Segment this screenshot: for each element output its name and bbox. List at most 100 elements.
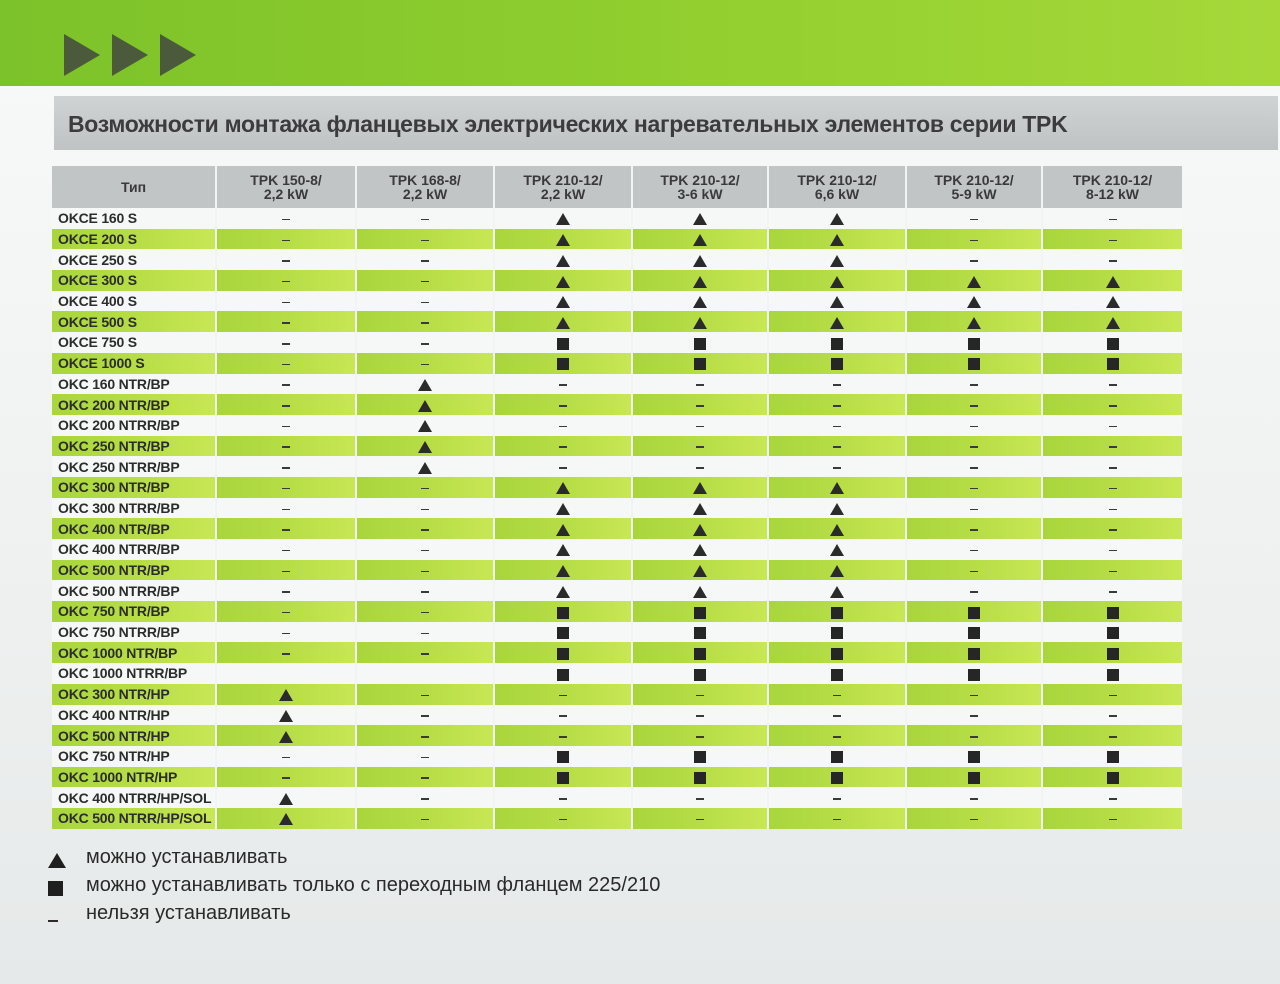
compatibility-cell <box>905 745 1042 767</box>
compatibility-cell <box>215 621 356 643</box>
compatibility-cell <box>355 601 494 622</box>
compatibility-cell <box>493 249 632 271</box>
dash-icon <box>970 425 978 428</box>
compatibility-cell <box>215 663 356 684</box>
triangle-icon <box>556 234 570 247</box>
compatibility-cell <box>631 580 768 602</box>
compatibility-cell <box>767 642 906 664</box>
dash-icon <box>970 549 978 552</box>
compatibility-cell <box>493 208 632 229</box>
dash-icon <box>1108 405 1117 407</box>
compatibility-cell <box>1041 311 1182 333</box>
table-row: OKC 400 NTRR/BP <box>52 539 1182 560</box>
triangle-icon <box>279 730 293 743</box>
triangle-icon <box>693 213 707 226</box>
compatibility-cell <box>905 394 1042 415</box>
compatibility-cell <box>767 663 906 684</box>
dash-icon <box>1108 591 1117 593</box>
dash-icon <box>421 322 429 324</box>
dash-icon <box>282 343 290 345</box>
triangle-icon <box>1105 296 1120 309</box>
row-type-name: OKCE 250 S <box>52 249 216 271</box>
compatibility-cell <box>1041 787 1182 808</box>
compatibility-cell <box>355 352 494 374</box>
dash-icon <box>559 715 567 717</box>
dash-icon <box>421 591 429 593</box>
square-icon <box>831 647 843 660</box>
table-row: OKC 250 NTRR/BP <box>52 456 1182 477</box>
square-icon <box>694 647 706 660</box>
compatibility-cell <box>355 456 494 477</box>
row-type-name: OKC 200 NTRR/BP <box>52 414 216 436</box>
square-icon <box>831 751 843 764</box>
square-icon <box>557 627 569 640</box>
compatibility-cell <box>493 683 632 705</box>
compatibility-cell <box>215 414 356 436</box>
column-header-line2: 2,2 kW <box>540 186 586 202</box>
row-type-name: OKC 250 NTRR/BP <box>52 456 216 477</box>
dash-icon <box>833 715 841 717</box>
compatibility-cell <box>215 270 356 291</box>
compatibility-cell <box>355 373 494 395</box>
compatibility-cell <box>493 332 632 353</box>
dash-icon <box>282 405 290 407</box>
row-type-name: OKC 750 NTRR/BP <box>52 621 216 643</box>
triangle-icon <box>830 316 844 329</box>
dash-icon <box>696 446 704 448</box>
square-icon <box>968 337 980 350</box>
compatibility-cell <box>767 476 906 498</box>
legend-triangle-icon <box>48 853 66 869</box>
dash-icon <box>282 632 290 635</box>
triangle-icon <box>279 689 293 702</box>
compatibility-cell <box>355 683 494 705</box>
compatibility-cell <box>355 580 494 602</box>
dash-icon <box>282 653 290 655</box>
dash-icon <box>696 818 704 821</box>
compatibility-cell <box>493 725 632 746</box>
column-header-line1: TPK 210-12/ <box>1072 172 1153 188</box>
column-header: TPK 210-12/8-12 kW <box>1041 166 1182 208</box>
column-header-line2: 8-12 kW <box>1086 186 1139 202</box>
dash-icon <box>559 694 567 697</box>
compatibility-cell <box>355 497 494 519</box>
table-row: OKC 300 NTR/HP <box>52 683 1182 705</box>
legend-symbol <box>48 852 66 870</box>
compatibility-cell <box>215 725 356 746</box>
dash-icon <box>421 694 429 697</box>
dash-icon <box>282 301 290 304</box>
compatibility-cell <box>1041 373 1182 395</box>
square-icon <box>557 358 569 371</box>
compatibility-cell <box>767 621 906 643</box>
triangle-icon <box>830 275 844 288</box>
dash-icon <box>1108 570 1117 573</box>
triple-arrow-icon <box>64 34 196 76</box>
table-row: OKC 1000 NTRR/BP <box>52 663 1182 684</box>
column-header: TPK 210-12/2,2 kW <box>493 166 632 208</box>
table-row: OKC 160 NTR/BP <box>52 373 1182 395</box>
compatibility-cell <box>1041 228 1182 250</box>
triangle-icon <box>418 441 432 454</box>
table-row: OKCE 500 S <box>52 311 1182 333</box>
compatibility-cell <box>1041 704 1182 726</box>
compatibility-cell <box>355 642 494 664</box>
compatibility-cell <box>767 683 906 705</box>
compatibility-cell <box>631 352 768 374</box>
compatibility-cell <box>631 270 768 291</box>
dash-icon <box>559 736 567 738</box>
table-row: OKC 400 NTR/BP <box>52 518 1182 539</box>
compatibility-cell <box>1041 663 1182 684</box>
compatibility-cell <box>767 249 906 271</box>
compatibility-cell <box>631 559 768 581</box>
square-icon <box>1106 627 1119 640</box>
square-icon <box>1106 358 1119 371</box>
compatibility-cell <box>1041 807 1182 829</box>
compatibility-cell <box>767 539 906 560</box>
compatibility-cell <box>905 642 1042 664</box>
dash-icon <box>421 736 429 738</box>
compatibility-cell <box>215 228 356 250</box>
triangle-icon <box>693 503 707 516</box>
square-icon <box>1106 772 1119 785</box>
compatibility-cell <box>767 394 906 415</box>
dash-icon <box>559 405 567 407</box>
triangle-icon <box>279 709 293 722</box>
